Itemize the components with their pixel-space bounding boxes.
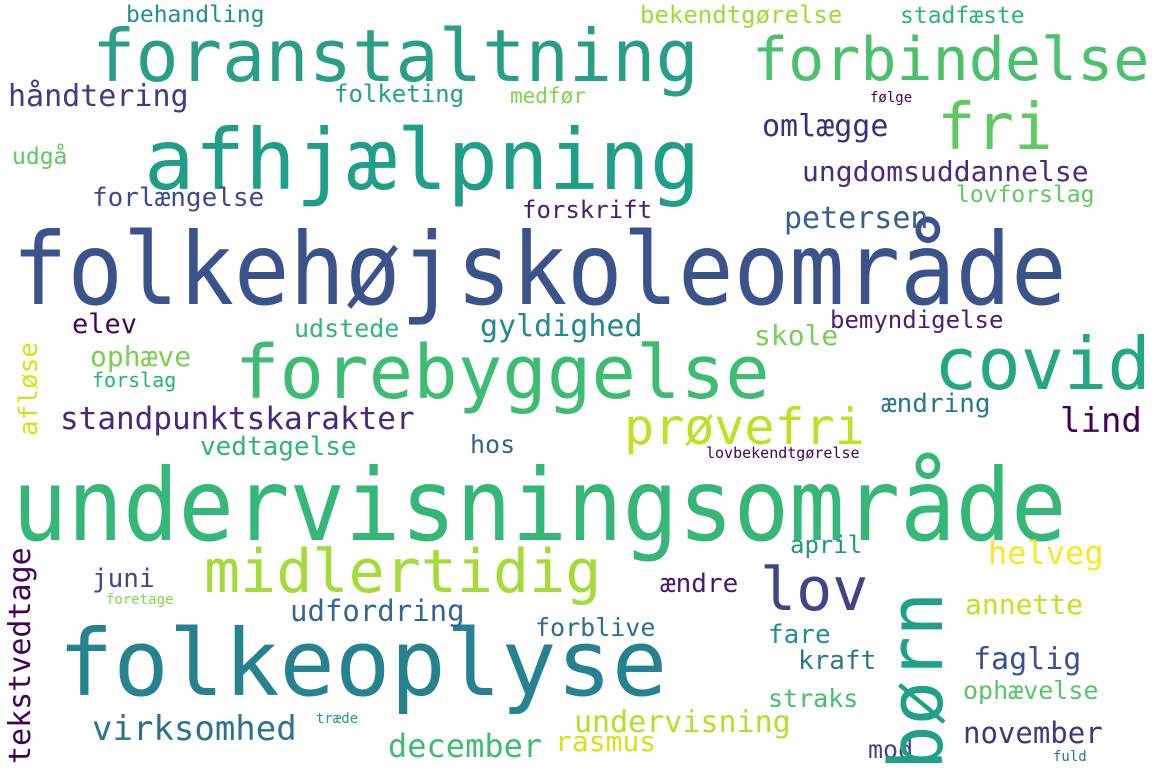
word-ophaevelse: ophævelse xyxy=(963,676,1099,705)
word-covid: covid xyxy=(934,322,1151,406)
word-november: november xyxy=(963,716,1103,750)
word-lov: lov xyxy=(760,555,869,625)
word-foretage: foretage xyxy=(106,592,174,608)
word-vedtagelse: vedtagelse xyxy=(200,432,357,462)
word-standpunktskarakter: standpunktskarakter xyxy=(60,401,415,437)
word-udfordring: udfordring xyxy=(290,594,465,628)
word-tekstvedtage-rot: tekstvedtage xyxy=(3,547,38,764)
word-lind: lind xyxy=(1060,401,1142,441)
word-udstede: udstede xyxy=(294,314,400,343)
word-helveg: helveg xyxy=(988,534,1104,572)
word-fuld: fuld xyxy=(1053,749,1087,765)
word-forlaengelse: forlængelse xyxy=(92,183,265,213)
word-lovbekendtgorelse: lovbekendtgørelse xyxy=(706,444,860,462)
word-december: december xyxy=(388,727,543,765)
word-stadfaeste: stadfæste xyxy=(900,3,1025,29)
word-omlaegge: omlægge xyxy=(762,109,889,144)
word-hos: hos xyxy=(470,430,516,459)
word-afhjaelpning: afhjælpning xyxy=(144,111,701,209)
word-bekendtgorelse: bekendtgørelse xyxy=(640,1,843,29)
word-forbindelse: forbindelse xyxy=(752,25,1150,95)
word-aendring: ændring xyxy=(881,389,991,419)
word-annette: annette xyxy=(965,588,1084,621)
word-mod: mod xyxy=(868,735,914,764)
word-folge: følge xyxy=(870,90,913,106)
word-faglig: faglig xyxy=(973,642,1082,677)
word-gyldighed: gyldighed xyxy=(480,309,643,344)
word-forblive: forblive xyxy=(535,613,656,642)
word-ophaeve: ophæve xyxy=(90,340,192,373)
word-aflose-rot: afløse xyxy=(14,342,44,436)
word-born-rot: børn xyxy=(874,591,960,770)
word-rasmus: rasmus xyxy=(555,725,657,758)
word-juni: juni xyxy=(92,564,155,594)
word-lovforslag: lovforslag xyxy=(956,182,1095,208)
word-forskrift: forskrift xyxy=(522,196,653,224)
word-forebyggelse: forebyggelse xyxy=(235,330,770,416)
word-bemyndigelse: bemyndigelse xyxy=(830,306,1004,334)
word-forslag: forslag xyxy=(92,368,177,392)
word-medfor: medfør xyxy=(510,84,586,108)
word-straks: straks xyxy=(768,684,859,713)
word-fare: fare xyxy=(768,620,831,650)
word-april: april xyxy=(790,531,863,559)
word-folkeoplyse: folkeoplyse xyxy=(58,610,668,717)
word-undervisningsomrade: undervisningsområde xyxy=(12,447,1067,564)
word-handtering: håndtering xyxy=(8,79,189,114)
word-kraft: kraft xyxy=(798,646,877,676)
word-traede: træde xyxy=(316,711,359,727)
word-behandling: behandling xyxy=(126,2,265,28)
word-provefri: prøvefri xyxy=(624,398,865,456)
word-petersen: petersen xyxy=(784,201,929,236)
word-foranstaltning: foranstaltning xyxy=(92,14,699,98)
word-skole: skole xyxy=(754,319,839,352)
word-virksomhed: virksomhed xyxy=(92,709,297,749)
word-folkehojskoleomrade: folkehøjskoleområde xyxy=(12,211,1067,328)
word-aendre: ændre xyxy=(660,569,739,599)
word-folketing: folketing xyxy=(334,80,465,108)
word-undervisning: undervisning xyxy=(574,705,791,740)
word-elev: elev xyxy=(72,309,138,340)
word-fri: fri xyxy=(937,91,1053,165)
word-midlertidig: midlertidig xyxy=(204,537,602,607)
word-udga: udgå xyxy=(12,144,68,170)
word-ungdomsuddannelse: ungdomsuddannelse xyxy=(802,155,1089,188)
